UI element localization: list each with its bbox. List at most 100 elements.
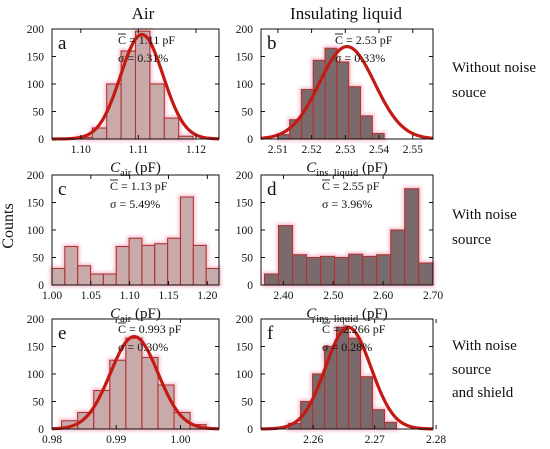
panel-c: 1.00 1.05 1.10 1.15 1.20 0 50 100 150 200 c C = 1.1… xyxy=(27,170,222,325)
stats-sigma-text: σ = 0.28% xyxy=(322,340,372,354)
histogram-bar xyxy=(362,255,378,286)
stats-mean-text: C = 1.13 pF xyxy=(110,179,168,193)
y-tick-label: 0 xyxy=(38,280,44,292)
row-label-1-line-2: souce xyxy=(452,85,486,101)
x-tick-label: 2.70 xyxy=(423,290,443,302)
header-insulating-liquid: Insulating liquid xyxy=(290,4,402,23)
row-label-3: With noise source and shield xyxy=(452,338,517,401)
y-axis-label: Counts xyxy=(0,203,17,248)
histogram-bar xyxy=(404,188,420,286)
y-tick-label: 150 xyxy=(27,342,45,354)
stats-sigma-text: σ = 0.31% xyxy=(118,51,168,65)
histogram-bar xyxy=(359,376,374,430)
panel-d: 2.40 2.50 2.60 2.70 0 50 100 150 200 d C = 2.55 pF… xyxy=(236,170,444,325)
panel-letter: f xyxy=(267,323,274,344)
y-tick-label: 50 xyxy=(242,253,254,265)
x-tick-label: 1.10 xyxy=(120,290,140,302)
stats-sigma-text: σ = 0.30% xyxy=(118,340,168,354)
x-axis-label-unit: (pF) xyxy=(358,160,388,176)
gaussian-fit-curve xyxy=(260,325,434,431)
stats-sigma-text: σ = 5.49% xyxy=(110,197,160,211)
x-tick-label: 2.27 xyxy=(365,434,385,446)
stats-mean-text: C = 2.266 pF xyxy=(322,322,386,336)
y-tick-label: 100 xyxy=(27,79,45,91)
header-air: Air xyxy=(132,4,155,23)
histogram-bar xyxy=(371,132,385,140)
histogram-bar xyxy=(149,83,165,140)
x-tick-label: 2.52 xyxy=(302,144,322,156)
y-tick-label: 200 xyxy=(27,314,45,326)
histogram-bar xyxy=(154,243,169,286)
x-axis-label-subscript: air xyxy=(120,168,132,179)
x-tick-label: 1.11 xyxy=(129,144,149,156)
y-tick-label: 50 xyxy=(242,107,254,119)
histogram-bar xyxy=(134,30,151,140)
x-tick-label: 0.98 xyxy=(42,434,62,446)
histogram-bar xyxy=(291,254,308,286)
x-axis-label-symbol: C xyxy=(110,306,121,322)
x-tick-label: 2.53 xyxy=(335,144,355,156)
y-tick-label: 150 xyxy=(236,342,254,354)
x-tick-label: 2.28 xyxy=(426,434,446,446)
x-tick-label: 2.50 xyxy=(323,290,343,302)
histogram-bar xyxy=(306,256,322,286)
histogram-bar xyxy=(51,267,66,286)
histogram-bar xyxy=(77,265,92,286)
gaussian-fit-curve xyxy=(51,335,220,431)
x-axis-label-unit: (pF) xyxy=(131,306,161,322)
y-tick-label: 0 xyxy=(38,424,44,436)
histogram-bar xyxy=(64,245,79,286)
x-tick-label: 2.51 xyxy=(268,144,288,156)
x-tick-label: 1.00 xyxy=(170,434,190,446)
y-tick-label: 150 xyxy=(27,52,45,64)
histogram-bar xyxy=(320,255,336,286)
stats-mean-text: C = 1.11 pF xyxy=(118,33,175,47)
histogram-bar xyxy=(115,245,130,286)
x-axis-label-symbol: C xyxy=(306,160,317,176)
row-label-3-line-1: With noise xyxy=(452,338,517,354)
row-label-3-line-2: source xyxy=(452,362,491,378)
histogram-bar xyxy=(418,262,434,286)
histogram-bar xyxy=(334,256,350,286)
x-axis-label-subscript: ins. liquid xyxy=(316,168,359,179)
histogram-bar xyxy=(179,196,194,286)
x-tick-label: 2.54 xyxy=(369,144,389,156)
gaussian-fit-curve xyxy=(51,32,220,141)
histogram-bar xyxy=(163,117,180,140)
x-tick-label: 1.20 xyxy=(197,290,217,302)
panel-letter: c xyxy=(58,179,66,200)
x-tick-label: 2.26 xyxy=(303,434,323,446)
y-tick-label: 150 xyxy=(236,52,254,64)
x-axis-label-symbol: C xyxy=(306,306,317,322)
histogram-bar xyxy=(205,267,220,286)
histogram-bar xyxy=(102,273,117,286)
x-axis-label-unit: (pF) xyxy=(131,160,161,176)
row-label-2: With noise source xyxy=(452,207,517,248)
histogram-bar xyxy=(167,237,182,286)
panel-b: 2.51 2.52 2.53 2.54 2.55 0 50 100 150 200 b C = 2.5… xyxy=(236,24,434,179)
x-axis-label: Cair (pF) xyxy=(110,160,161,179)
stats-mean-text: C = 2.53 pF xyxy=(335,33,393,47)
y-tick-label: 100 xyxy=(27,225,45,237)
histogram-bar xyxy=(336,61,350,140)
x-tick-label: 2.40 xyxy=(273,290,293,302)
x-tick-label: 1.12 xyxy=(186,144,206,156)
y-tick-label: 100 xyxy=(236,369,254,381)
histogram-bar xyxy=(324,345,338,430)
y-tick-label: 50 xyxy=(242,397,254,409)
y-tick-label: 100 xyxy=(236,225,254,237)
panel-letter: b xyxy=(267,33,277,54)
histogram-bar xyxy=(390,229,406,286)
x-axis-label-symbol: C xyxy=(110,160,121,176)
x-tick-label: 1.15 xyxy=(158,290,178,302)
gaussian-fit-curve xyxy=(260,45,434,140)
histogram-bar xyxy=(359,115,373,140)
histogram-bar xyxy=(348,253,364,286)
histogram-bar xyxy=(192,244,207,286)
y-tick-label: 0 xyxy=(38,134,44,146)
y-tick-label: 0 xyxy=(247,424,253,436)
y-tick-label: 0 xyxy=(247,280,253,292)
row-label-3-line-3: and shield xyxy=(452,385,514,401)
panel-letter: e xyxy=(58,323,66,344)
y-tick-label: 200 xyxy=(236,24,254,36)
